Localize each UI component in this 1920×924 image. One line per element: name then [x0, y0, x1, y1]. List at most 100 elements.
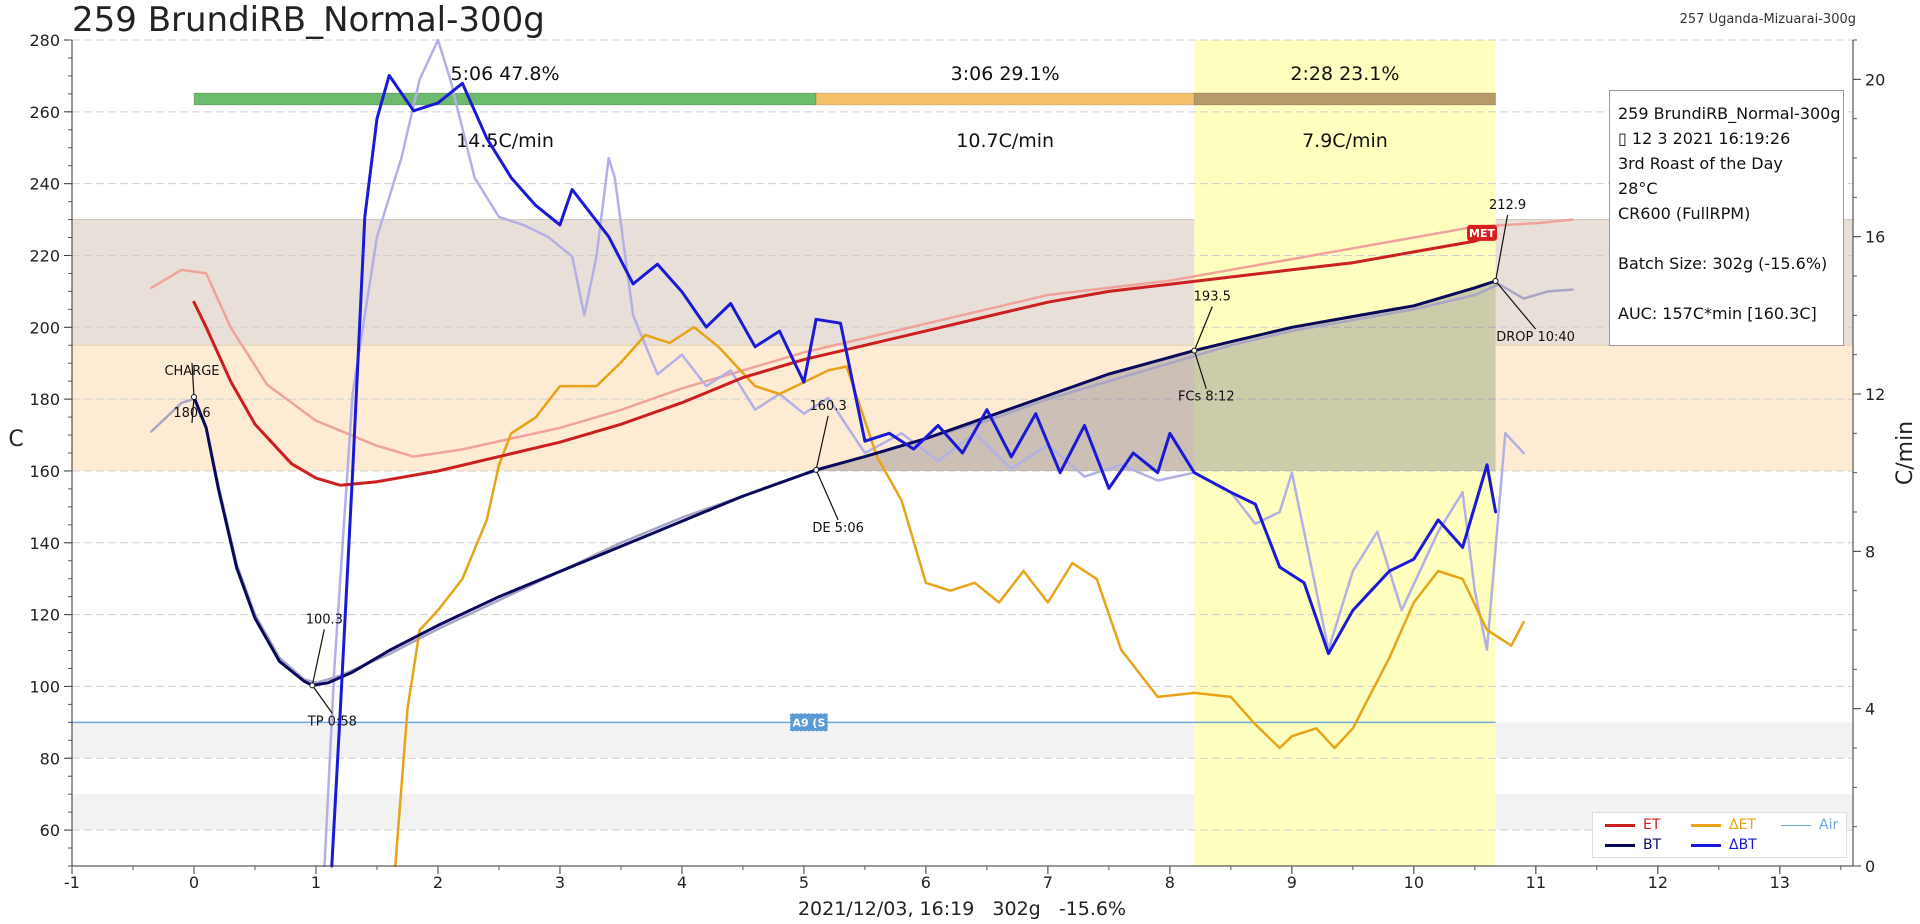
- event-value-label: 160.3: [810, 399, 847, 414]
- x-tick-label: 9: [1287, 873, 1297, 892]
- y-tick-label: 160: [29, 462, 60, 481]
- y-tick-label: 120: [29, 606, 60, 625]
- y-tick-label: 260: [29, 103, 60, 122]
- chart-title: 259 BrundiRB_Normal-300g: [72, 0, 545, 40]
- x-tick-label: 4: [677, 873, 687, 892]
- development-phase-highlight: [1194, 40, 1496, 866]
- y-tick-label: 280: [29, 31, 60, 50]
- event-leader-line: [815, 469, 839, 521]
- legend-label: ΔBT: [1729, 837, 1757, 853]
- auc-area: [816, 280, 1496, 471]
- event-leader-line: [1495, 280, 1537, 330]
- event-marker: [309, 682, 316, 689]
- x-tick-label: 13: [1770, 873, 1790, 892]
- phase-duration-label: 3:06 29.1%: [951, 63, 1060, 85]
- legend-swatch: [1605, 823, 1635, 827]
- x-tick-label: 12: [1648, 873, 1668, 892]
- info-line: CR600 (FullRPM): [1618, 204, 1751, 223]
- legend-swatch: [1605, 843, 1635, 847]
- legend-label: Air: [1819, 817, 1839, 833]
- series-line-et: [192, 232, 1498, 487]
- info-line: 3rd Roast of the Day: [1618, 154, 1783, 173]
- legend-item-air: Air: [1781, 817, 1838, 833]
- met-label: MET: [1469, 227, 1495, 240]
- event-leader-line: [1193, 350, 1207, 389]
- x-tick-label: 6: [921, 873, 931, 892]
- phase-bar: [1193, 92, 1497, 106]
- x-tick-label: 8: [1165, 873, 1175, 892]
- event-label: FCs 8:12: [1178, 390, 1235, 405]
- met-badge: [1467, 224, 1498, 241]
- phase-bar: [193, 92, 817, 106]
- event-label: DROP 10:40: [1496, 330, 1575, 345]
- event-leader-line: [815, 415, 829, 471]
- phase-ror-label: 7.9C/min: [1302, 130, 1388, 152]
- temperature-band: [72, 794, 1853, 831]
- x-tick-label: 7: [1043, 873, 1053, 892]
- legend-item-delta-et: ΔET: [1691, 817, 1756, 833]
- series-line-btbackground: [323, 38, 1525, 868]
- legend-swatch: [1691, 823, 1721, 827]
- event-value-label: 212.9: [1489, 198, 1526, 213]
- info-line: ▯ 12 3 2021 16:19:26: [1618, 129, 1791, 148]
- y2-tick-label: 4: [1865, 700, 1875, 719]
- roast-info-box: 259 BrundiRB_Normal-300g ▯ 12 3 2021 16:…: [1609, 90, 1844, 346]
- event-leader-line: [311, 629, 325, 686]
- x-tick-label: 5: [799, 873, 809, 892]
- info-line: 259 BrundiRB_Normal-300g: [1618, 104, 1841, 123]
- air-event-label: A9 (S: [792, 716, 825, 729]
- event-marker: [190, 393, 197, 400]
- event-leader-line: [191, 362, 195, 398]
- legend-item-et: ET: [1605, 817, 1660, 833]
- legend-swatch: [1781, 824, 1811, 826]
- y2-tick-label: 0: [1865, 857, 1875, 876]
- event-value-label: 193.5: [1194, 290, 1231, 305]
- x-tick-label: 11: [1526, 873, 1546, 892]
- info-line: 28°C: [1618, 179, 1658, 198]
- series-line-bt: [192, 279, 1498, 687]
- legend-item-bt: BT: [1605, 837, 1661, 853]
- x-tick-label: -1: [64, 873, 80, 892]
- event-value-label: 180.6: [173, 406, 210, 421]
- x-tick-label: 0: [189, 873, 199, 892]
- batch-size: Batch Size: 302g (-15.6%): [1618, 254, 1828, 273]
- event-marker: [1191, 347, 1198, 354]
- series-line-etbackground: [150, 218, 1574, 458]
- legend-swatch: [1691, 843, 1721, 847]
- y-tick-label: 140: [29, 534, 60, 553]
- background-profile-title: 257 Uganda-Mizuarai-300g: [1679, 12, 1856, 27]
- series-line-et: [394, 325, 1525, 868]
- auc-value: AUC: 157C*min [160.3C]: [1618, 304, 1817, 323]
- temperature-band: [72, 219, 1853, 346]
- x-axis-label: 2021/12/03, 16:19 302g -15.6%: [798, 898, 1126, 920]
- y-tick-label: 180: [29, 390, 60, 409]
- legend-label: ET: [1643, 817, 1661, 833]
- y-tick-label: 80: [40, 749, 60, 768]
- event-label: CHARGE: [164, 364, 219, 379]
- x-tick-label: 2: [433, 873, 443, 892]
- y2-tick-label: 16: [1865, 228, 1885, 247]
- y-tick-label: 60: [40, 821, 60, 840]
- y-tick-label: 100: [29, 677, 60, 696]
- event-marker: [1492, 277, 1499, 284]
- legend-item-delta-bt: ΔBT: [1691, 837, 1757, 853]
- event-leader-line: [1193, 306, 1213, 351]
- event-marker: [813, 466, 820, 473]
- legend-label: ΔET: [1729, 817, 1756, 833]
- phase-ror-label: 10.7C/min: [956, 130, 1054, 152]
- event-label: DE 5:06: [812, 521, 864, 536]
- event-label: TP 0:58: [307, 714, 357, 729]
- y-tick-label: 220: [29, 246, 60, 265]
- air-event-badge: [789, 712, 829, 732]
- event-leader-line: [1494, 214, 1509, 282]
- legend-label: BT: [1643, 837, 1662, 853]
- event-value-label: 100.3: [306, 612, 343, 627]
- x-tick-label: 1: [311, 873, 321, 892]
- event-leader-line: [191, 396, 195, 424]
- x-tick-label: 3: [555, 873, 565, 892]
- y2-axis-label: C/min: [1893, 421, 1918, 485]
- chart-legend: ET ΔET Air BT ΔBT: [1592, 812, 1847, 858]
- phase-ror-label: 14.5C/min: [456, 130, 554, 152]
- y-tick-label: 240: [29, 175, 60, 194]
